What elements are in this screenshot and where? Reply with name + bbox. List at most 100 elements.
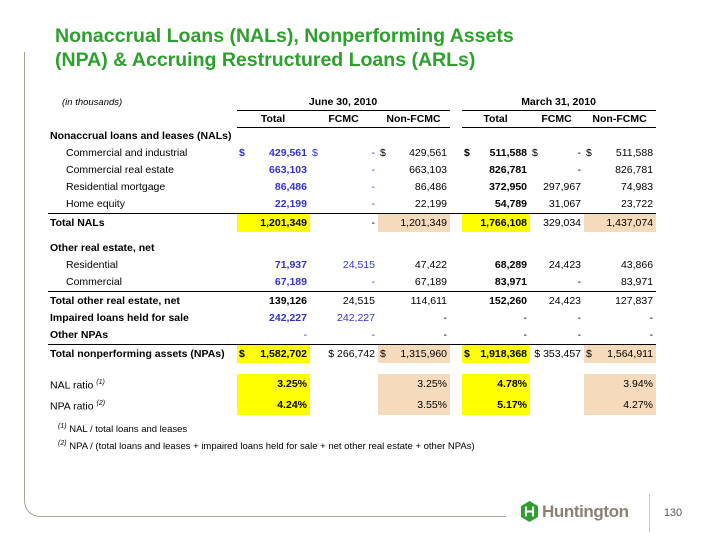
- col-header-total-march: Total: [462, 110, 531, 128]
- table-row: [48, 232, 656, 240]
- table-cell: 43,866: [620, 259, 654, 271]
- row-label: Home equity: [66, 198, 125, 210]
- ratio-table: NAL ratio (1) 3.25% 3.25% 4.78% 3.94% NPA rat…: [48, 374, 656, 415]
- table-cell: -: [577, 312, 582, 324]
- row-label: Total nonperforming assets (NPAs): [48, 344, 237, 363]
- logo-text: Huntington: [542, 501, 629, 521]
- col-header-nonfcmc-june: Non-FCMC: [378, 110, 451, 128]
- table-cell: 83,971: [620, 276, 654, 288]
- table-cell: $1,918,368: [462, 344, 531, 363]
- col-header-nonfcmc-march: Non-FCMC: [584, 110, 657, 128]
- financial-table: (in thousands) June 30, 2010 March 31, 2…: [48, 95, 657, 363]
- table-row: Total NALs 1,201,349-1,201,349 1,766,108 32…: [48, 213, 657, 232]
- table-cell: 83,971: [494, 276, 528, 288]
- table-cell: $511,588: [464, 147, 528, 159]
- page-number: 130: [663, 507, 683, 519]
- row-label: Other real estate, net: [50, 242, 155, 254]
- table-cell: 23,722: [620, 198, 654, 210]
- table-cell: 22,199: [274, 198, 307, 210]
- table-cell: -: [371, 276, 376, 288]
- table-row: Commercial 67,189 - 67,189 83,971 - 83,971: [48, 274, 656, 292]
- column-gap: [450, 111, 462, 128]
- column-gap: [450, 327, 462, 345]
- table-cell: 826,781: [615, 164, 654, 176]
- table-cell: -: [577, 164, 582, 176]
- table-cell: 3.25%: [378, 374, 450, 395]
- units-note: (in thousands): [62, 97, 123, 109]
- row-label: Residential: [66, 259, 118, 271]
- table-cell: 67,189: [414, 276, 448, 288]
- table-cell: 24,515: [310, 291, 378, 310]
- col-header-total-june: Total: [237, 110, 310, 128]
- table-cell: 24,515: [342, 259, 375, 271]
- table-cell: $ -: [312, 147, 375, 159]
- footnote-1-text: NAL / total loans and leases: [69, 424, 188, 436]
- table-cell: $ 353,457: [530, 344, 585, 363]
- period-header-june: June 30, 2010: [237, 95, 451, 111]
- table-cell: 24,423: [548, 259, 582, 271]
- table-cell: 114,611: [378, 291, 451, 310]
- table-cell: 4.78%: [462, 374, 530, 395]
- table-cell: 329,034: [530, 213, 585, 232]
- column-gap: [450, 95, 462, 111]
- row-label: Total other real estate, net: [48, 291, 237, 310]
- page-number-divider: [649, 494, 650, 532]
- table-cell: 3.25%: [237, 374, 310, 395]
- table-cell: 4.27%: [584, 394, 656, 415]
- column-gap: [450, 344, 463, 363]
- table-cell: 47,422: [414, 259, 448, 271]
- page-title: Nonaccrual Loans (NALs), Nonperforming A…: [55, 25, 695, 73]
- table-row: Commercial real estate 663,103 - 663,103 826…: [48, 162, 656, 179]
- table-cell: 4.24%: [237, 394, 310, 415]
- table-cell: 22,199: [414, 198, 448, 210]
- table-cell: $ -: [532, 147, 582, 159]
- slide-frame-line: [24, 52, 506, 517]
- table-row: NPA ratio (2) 4.24% 3.55% 5.17% 4.27%: [48, 394, 656, 416]
- row-label: Commercial real estate: [66, 164, 174, 176]
- column-gap: [450, 374, 462, 395]
- table-cell: 5.17%: [462, 394, 530, 415]
- table-cell: 24,423: [530, 291, 585, 310]
- table-cell: 31,067: [548, 198, 582, 210]
- table-row: Other real estate, net: [48, 240, 656, 257]
- table-row: Other NPAs - - - - - -: [48, 327, 656, 345]
- column-gap: [450, 179, 462, 196]
- table-cell: 663,103: [409, 164, 448, 176]
- table-row: NAL ratio (1) 3.25% 3.25% 4.78% 3.94%: [48, 374, 656, 395]
- column-gap: [450, 291, 463, 310]
- period-header-row: (in thousands) June 30, 2010 March 31, 2…: [48, 95, 657, 111]
- table-cell: 67,189: [274, 276, 307, 288]
- table-cell: 372,950: [489, 181, 528, 193]
- table-cell: $429,561: [380, 147, 448, 159]
- table-row: Residential 71,937 24,515 47,422 68,289 24,42…: [48, 257, 656, 274]
- table-cell: [530, 374, 584, 395]
- table-cell: 1,766,108: [462, 213, 531, 232]
- table-cell: 242,227: [337, 312, 375, 324]
- table-cell: -: [371, 329, 376, 341]
- column-gap: [450, 196, 462, 214]
- table-cell: $429,561: [239, 147, 307, 159]
- col-header-fcmc-march: FCMC: [530, 110, 585, 128]
- table-row: Commercial and industrial $429,561 $ - $429,…: [48, 145, 656, 162]
- table-row: Total other real estate, net 139,126 24,51…: [48, 291, 657, 310]
- table-cell: $1,564,911: [584, 344, 657, 363]
- footnote-2-text: NPA / (total loans and leases + impaired…: [69, 441, 475, 453]
- table-cell: 1,201,349: [378, 213, 451, 232]
- column-gap: [450, 162, 462, 179]
- table-cell: 139,126: [237, 291, 310, 310]
- footnote-1: (1) NAL / total loans and leases: [58, 418, 475, 435]
- row-label: Residential mortgage: [66, 181, 166, 193]
- table-cell: 242,227: [269, 312, 307, 324]
- subheader-row: Total FCMC Non-FCMC Total FCMC Non-FCMC: [48, 110, 657, 128]
- row-label: NPA ratio (2): [50, 399, 106, 413]
- huntington-logo: Huntington: [520, 501, 629, 522]
- table-cell: 54,789: [494, 198, 528, 210]
- table-row: Home equity 22,199 - 22,199 54,789 31,067 23,7…: [48, 196, 656, 214]
- column-gap: [450, 274, 462, 292]
- table-cell: [310, 395, 378, 416]
- table-cell: $1,582,702: [237, 344, 310, 363]
- table-cell: -: [577, 276, 582, 288]
- page-title-line-2: (NPA) & Accruing Restructured Loans (ARL…: [55, 48, 476, 71]
- spacer: [48, 232, 656, 240]
